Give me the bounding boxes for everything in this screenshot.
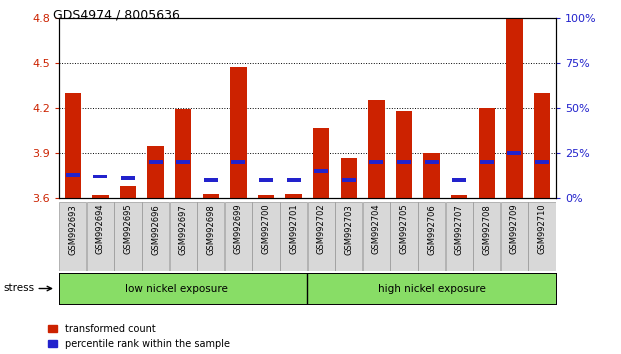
Bar bbox=[506, 18, 523, 198]
Bar bbox=[418, 202, 445, 271]
Text: GSM992695: GSM992695 bbox=[124, 204, 132, 255]
Bar bbox=[480, 160, 494, 164]
Bar bbox=[535, 160, 549, 164]
Bar bbox=[342, 178, 356, 182]
Text: GSM992708: GSM992708 bbox=[483, 204, 491, 255]
Bar bbox=[225, 202, 252, 271]
Text: GSM992696: GSM992696 bbox=[151, 204, 160, 255]
Text: GSM992693: GSM992693 bbox=[68, 204, 77, 255]
Bar bbox=[445, 202, 473, 271]
Text: GSM992705: GSM992705 bbox=[399, 204, 409, 255]
Bar bbox=[533, 93, 550, 198]
Bar bbox=[142, 202, 170, 271]
Bar bbox=[307, 202, 335, 271]
Text: low nickel exposure: low nickel exposure bbox=[125, 284, 228, 293]
Bar bbox=[92, 195, 109, 198]
Text: GSM992697: GSM992697 bbox=[179, 204, 188, 255]
Bar bbox=[258, 195, 274, 198]
Bar bbox=[363, 202, 390, 271]
Bar bbox=[66, 173, 80, 177]
Bar bbox=[507, 151, 522, 155]
Text: GSM992706: GSM992706 bbox=[427, 204, 436, 255]
Bar bbox=[176, 160, 190, 164]
Bar bbox=[204, 178, 218, 182]
Bar bbox=[479, 108, 495, 198]
Bar bbox=[501, 202, 528, 271]
Bar bbox=[335, 202, 363, 271]
Bar bbox=[396, 111, 412, 198]
Bar bbox=[528, 202, 556, 271]
Bar bbox=[65, 93, 81, 198]
Text: GSM992707: GSM992707 bbox=[455, 204, 464, 255]
Text: GSM992704: GSM992704 bbox=[372, 204, 381, 255]
Bar bbox=[120, 186, 136, 198]
Bar bbox=[59, 202, 86, 271]
Bar bbox=[451, 195, 468, 198]
Bar bbox=[368, 101, 384, 198]
Bar bbox=[197, 202, 224, 271]
Text: GSM992702: GSM992702 bbox=[317, 204, 325, 255]
Bar bbox=[93, 175, 107, 178]
Bar bbox=[148, 160, 163, 164]
Text: GDS4974 / 8005636: GDS4974 / 8005636 bbox=[53, 9, 179, 22]
Text: GSM992694: GSM992694 bbox=[96, 204, 105, 255]
Bar bbox=[147, 145, 164, 198]
Bar bbox=[170, 202, 197, 271]
Bar bbox=[175, 109, 191, 198]
Text: GSM992709: GSM992709 bbox=[510, 204, 519, 255]
Bar bbox=[397, 160, 411, 164]
Bar bbox=[202, 194, 219, 198]
Legend: transformed count, percentile rank within the sample: transformed count, percentile rank withi… bbox=[48, 324, 230, 349]
Text: high nickel exposure: high nickel exposure bbox=[378, 284, 486, 293]
Text: GSM992703: GSM992703 bbox=[344, 204, 353, 255]
Bar bbox=[259, 178, 273, 182]
Bar bbox=[314, 169, 329, 173]
Text: GSM992698: GSM992698 bbox=[206, 204, 215, 255]
Bar bbox=[230, 67, 247, 198]
Bar bbox=[252, 202, 279, 271]
Text: GSM992700: GSM992700 bbox=[261, 204, 271, 255]
Bar bbox=[280, 202, 307, 271]
Bar bbox=[313, 127, 330, 198]
Bar bbox=[391, 202, 418, 271]
Bar bbox=[473, 202, 501, 271]
Bar bbox=[121, 177, 135, 180]
Bar bbox=[369, 160, 383, 164]
Bar bbox=[286, 178, 301, 182]
Bar bbox=[452, 178, 466, 182]
Text: stress: stress bbox=[3, 283, 34, 293]
Bar bbox=[425, 160, 438, 164]
Bar bbox=[340, 158, 357, 198]
Bar bbox=[114, 202, 142, 271]
Bar bbox=[285, 194, 302, 198]
Bar bbox=[424, 153, 440, 198]
Bar bbox=[232, 160, 245, 164]
Bar bbox=[87, 202, 114, 271]
Text: GSM992701: GSM992701 bbox=[289, 204, 298, 255]
Text: GSM992699: GSM992699 bbox=[234, 204, 243, 255]
Text: GSM992710: GSM992710 bbox=[538, 204, 546, 255]
